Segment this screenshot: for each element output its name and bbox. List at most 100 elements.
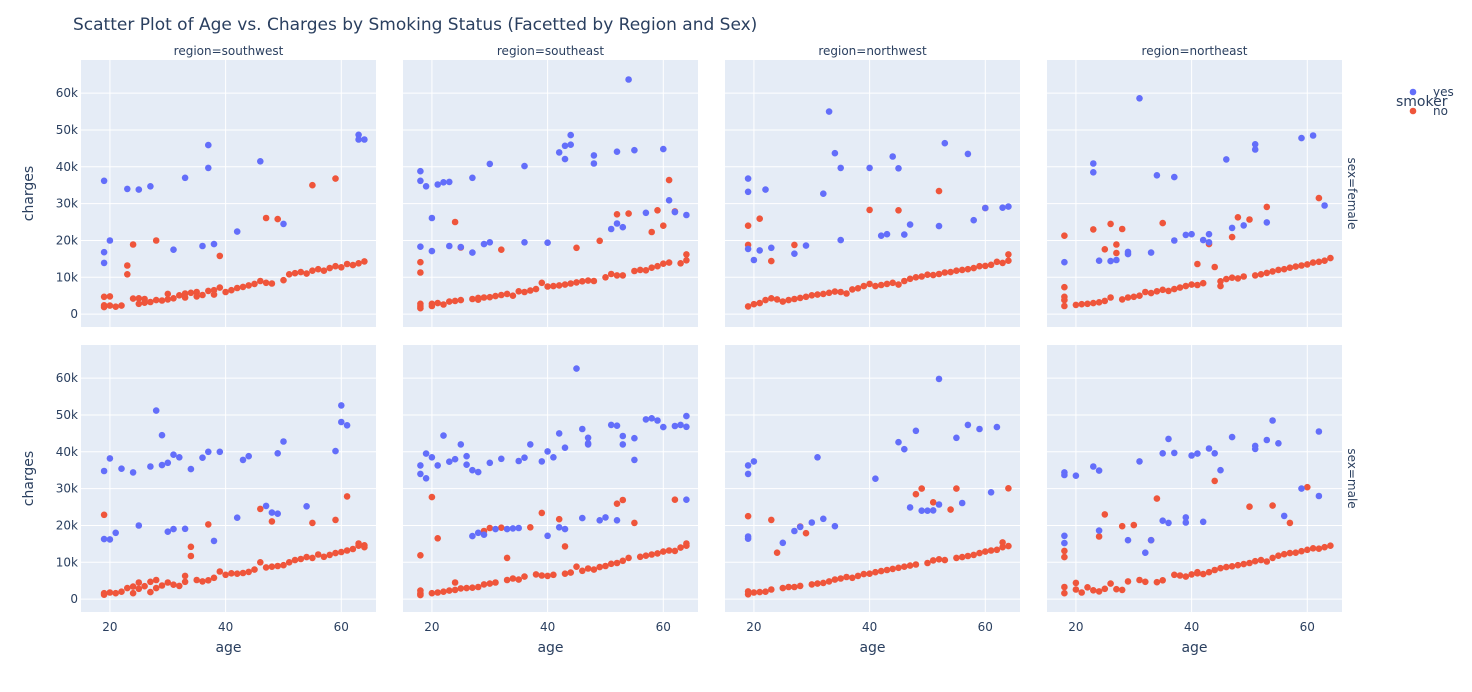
point-smoker[interactable] (619, 441, 627, 448)
point-smoker[interactable] (1142, 549, 1149, 556)
point-smoker[interactable] (1095, 257, 1103, 265)
point-non-smoker[interactable] (1223, 275, 1230, 283)
point-non-smoker[interactable] (808, 581, 816, 588)
point-non-smoker[interactable] (152, 237, 160, 244)
point-non-smoker[interactable] (141, 299, 148, 307)
point-smoker[interactable] (744, 462, 752, 469)
point-non-smoker[interactable] (625, 554, 632, 562)
point-smoker[interactable] (457, 243, 465, 251)
point-smoker[interactable] (239, 456, 247, 464)
point-non-smoker[interactable] (152, 584, 160, 592)
point-non-smoker[interactable] (326, 551, 334, 559)
point-non-smoker[interactable] (1211, 566, 1218, 574)
point-smoker[interactable] (233, 514, 241, 521)
point-non-smoker[interactable] (648, 264, 655, 272)
point-non-smoker[interactable] (866, 206, 873, 214)
point-non-smoker[interactable] (1182, 573, 1190, 580)
point-smoker[interactable] (1124, 248, 1132, 256)
point-non-smoker[interactable] (1309, 545, 1317, 552)
point-smoker[interactable] (274, 510, 282, 517)
point-non-smoker[interactable] (924, 271, 931, 279)
point-non-smoker[interactable] (1061, 583, 1068, 591)
point-non-smoker[interactable] (1251, 557, 1259, 565)
point-non-smoker[interactable] (683, 251, 690, 258)
point-non-smoker[interactable] (320, 267, 328, 275)
point-non-smoker[interactable] (613, 211, 621, 218)
point-non-smoker[interactable] (1061, 296, 1068, 304)
point-non-smoker[interactable] (660, 260, 667, 268)
point-non-smoker[interactable] (1118, 522, 1126, 530)
point-non-smoker[interactable] (1095, 588, 1103, 595)
point-smoker[interactable] (1113, 256, 1120, 264)
point-non-smoker[interactable] (1005, 251, 1012, 258)
point-non-smoker[interactable] (1194, 281, 1201, 289)
point-non-smoker[interactable] (1072, 301, 1080, 309)
point-smoker[interactable] (1136, 95, 1143, 102)
point-non-smoker[interactable] (257, 505, 264, 513)
point-non-smoker[interactable] (987, 547, 995, 554)
point-non-smoker[interactable] (1298, 547, 1305, 555)
point-non-smoker[interactable] (100, 511, 108, 519)
point-smoker[interactable] (584, 441, 592, 448)
point-non-smoker[interactable] (112, 303, 119, 311)
point-non-smoker[interactable] (1304, 546, 1311, 554)
point-smoker[interactable] (631, 146, 638, 154)
point-non-smoker[interactable] (636, 266, 644, 274)
point-non-smoker[interactable] (1153, 495, 1161, 502)
point-non-smoker[interactable] (187, 289, 195, 297)
point-smoker[interactable] (1171, 173, 1178, 181)
point-smoker[interactable] (820, 190, 827, 197)
point-non-smoker[interactable] (607, 560, 615, 568)
point-non-smoker[interactable] (100, 591, 108, 598)
point-non-smoker[interactable] (1292, 263, 1299, 270)
point-non-smoker[interactable] (1269, 502, 1276, 509)
point-non-smoker[interactable] (889, 565, 896, 573)
point-smoker[interactable] (1240, 222, 1247, 229)
point-smoker[interactable] (280, 220, 287, 228)
point-non-smoker[interactable] (768, 516, 775, 524)
point-smoker[interactable] (654, 417, 661, 424)
point-smoker[interactable] (744, 535, 752, 542)
point-smoker[interactable] (1280, 512, 1288, 520)
point-smoker[interactable] (1251, 146, 1259, 153)
point-non-smoker[interactable] (1217, 282, 1224, 290)
point-smoker[interactable] (1165, 435, 1172, 443)
point-smoker[interactable] (463, 461, 470, 469)
point-smoker[interactable] (474, 529, 482, 537)
point-smoker[interactable] (1072, 472, 1080, 480)
point-non-smoker[interactable] (434, 299, 442, 307)
point-non-smoker[interactable] (636, 553, 644, 561)
point-smoker[interactable] (474, 468, 482, 476)
point-non-smoker[interactable] (654, 550, 661, 557)
point-non-smoker[interactable] (320, 553, 328, 561)
point-smoker[interactable] (912, 427, 920, 435)
point-non-smoker[interactable] (216, 284, 224, 291)
point-non-smoker[interactable] (492, 292, 499, 300)
point-non-smoker[interactable] (285, 559, 293, 566)
point-non-smoker[interactable] (417, 552, 424, 559)
point-smoker[interactable] (210, 537, 218, 545)
point-non-smoker[interactable] (866, 570, 873, 577)
point-smoker[interactable] (555, 149, 563, 156)
point-non-smoker[interactable] (498, 291, 505, 299)
point-non-smoker[interactable] (1118, 225, 1126, 233)
point-smoker[interactable] (446, 458, 453, 466)
legend[interactable]: smoker yes no (1396, 85, 1454, 118)
point-non-smoker[interactable] (756, 588, 763, 596)
point-non-smoker[interactable] (1176, 572, 1184, 579)
point-non-smoker[interactable] (820, 290, 827, 298)
point-smoker[interactable] (1188, 452, 1195, 459)
point-smoker[interactable] (982, 204, 989, 212)
point-smoker[interactable] (1251, 141, 1259, 148)
point-smoker[interactable] (1165, 519, 1172, 527)
point-non-smoker[interactable] (135, 579, 143, 586)
point-non-smoker[interactable] (1234, 214, 1242, 221)
point-non-smoker[interactable] (1061, 547, 1068, 555)
point-non-smoker[interactable] (982, 548, 989, 555)
point-smoker[interactable] (1159, 517, 1166, 524)
point-non-smoker[interactable] (561, 570, 569, 577)
point-non-smoker[interactable] (579, 278, 586, 285)
point-smoker[interactable] (561, 525, 569, 533)
point-smoker[interactable] (607, 225, 615, 233)
point-non-smoker[interactable] (947, 268, 954, 276)
